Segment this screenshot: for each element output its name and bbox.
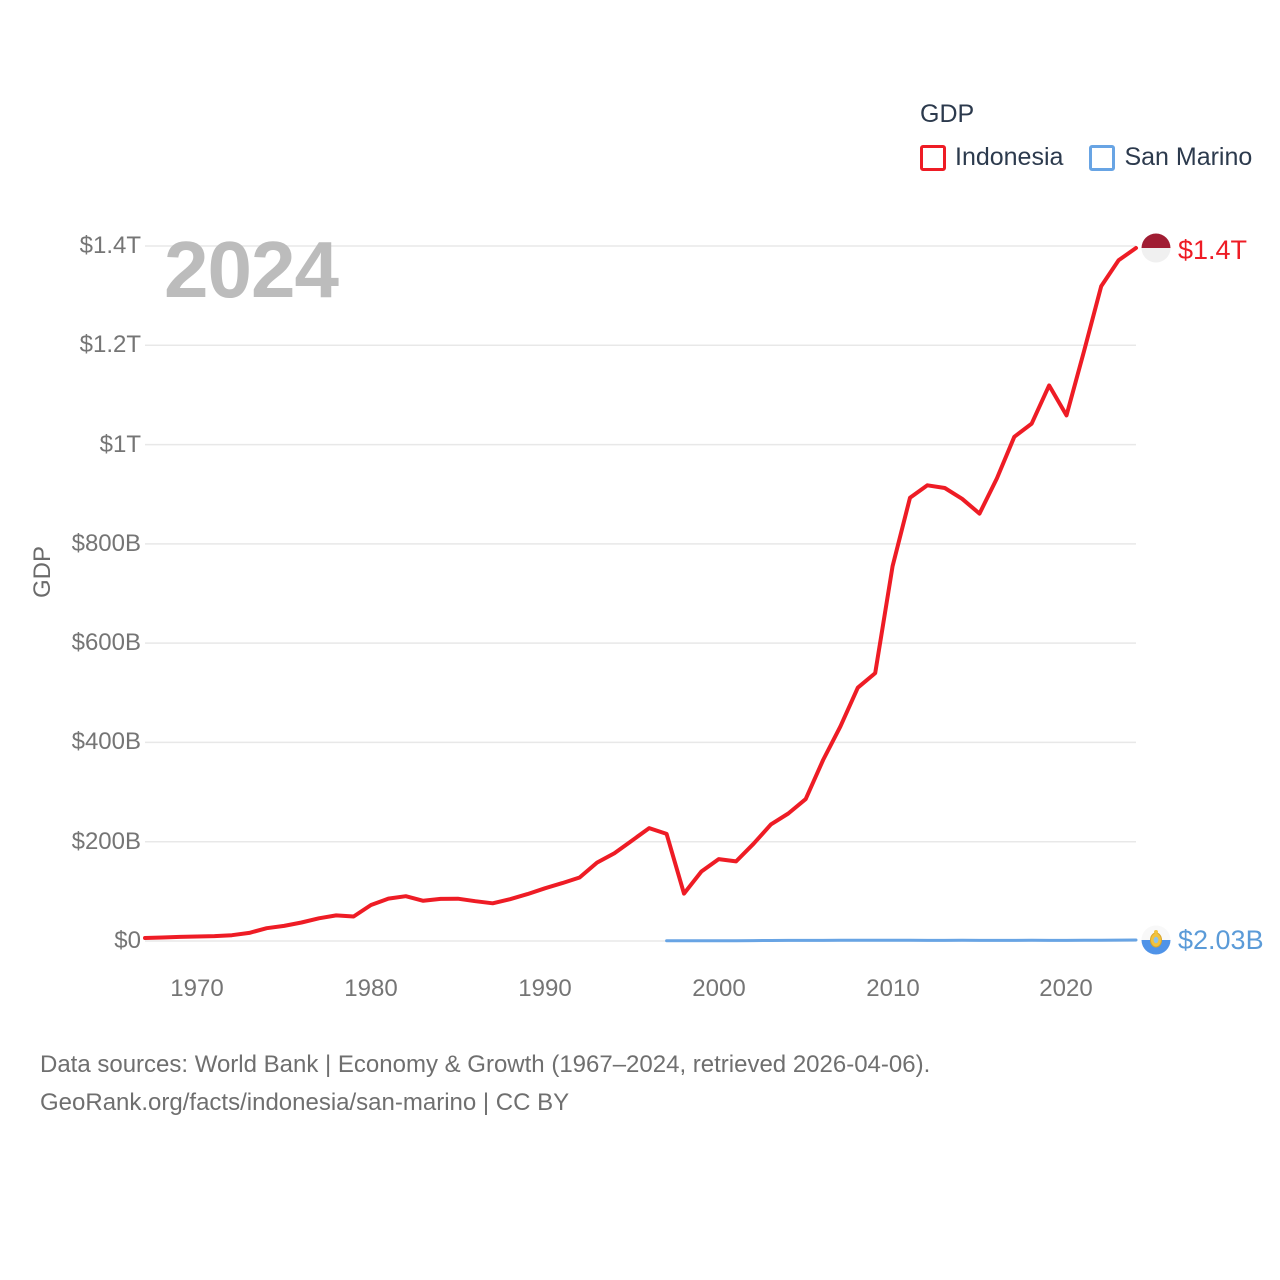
y-tick-label: $1T — [99, 431, 141, 458]
footer-sources-line: Data sources: World Bank | Economy & Gro… — [40, 1051, 931, 1078]
indonesia-value-label: $1.4T — [1178, 235, 1248, 265]
san-marino-line — [665, 938, 1138, 943]
y-tick-label: $200B — [71, 828, 141, 855]
y-tick-label: $400B — [71, 728, 141, 755]
indonesia-line — [143, 246, 1138, 940]
legend-item-san-marino[interactable]: San Marino — [1089, 143, 1252, 172]
y-tick-label: $600B — [71, 629, 141, 656]
legend-item-label: San Marino — [1124, 143, 1253, 171]
x-tick-label: 1970 — [170, 975, 224, 1002]
y-tick-label: $800B — [71, 530, 141, 557]
footer-attribution-line: GeoRank.org/facts/indonesia/san-marino |… — [40, 1089, 570, 1116]
legend-items: Indonesia San Marino — [920, 143, 1252, 172]
x-tick-label: 2020 — [1039, 975, 1093, 1002]
legend-item-indonesia[interactable]: Indonesia — [920, 143, 1063, 172]
legend-item-label: Indonesia — [955, 143, 1064, 171]
y-tick-label: $1.2T — [79, 331, 141, 358]
indonesia-flag-icon — [1139, 231, 1173, 265]
y-tick-label: $1.4T — [79, 232, 141, 259]
x-tick-label: 1990 — [518, 975, 572, 1002]
legend-title: GDP — [920, 100, 975, 128]
x-tick-label: 2010 — [866, 975, 920, 1002]
san-marino-flag-icon — [1139, 923, 1173, 957]
legend-swatch-icon — [920, 144, 946, 171]
legend: GDP Indonesia San Marino — [920, 100, 1252, 172]
y-tick-label: $0 — [114, 927, 141, 954]
legend-swatch-icon — [1089, 144, 1116, 171]
x-tick-label: 1980 — [344, 975, 398, 1002]
footer: Data sources: World Bank | Economy & Gro… — [40, 1046, 930, 1122]
year-watermark: 2024 — [164, 225, 339, 314]
san-marino-value-label: $2.03B — [1178, 925, 1264, 955]
x-tick-label: 2000 — [692, 975, 746, 1002]
